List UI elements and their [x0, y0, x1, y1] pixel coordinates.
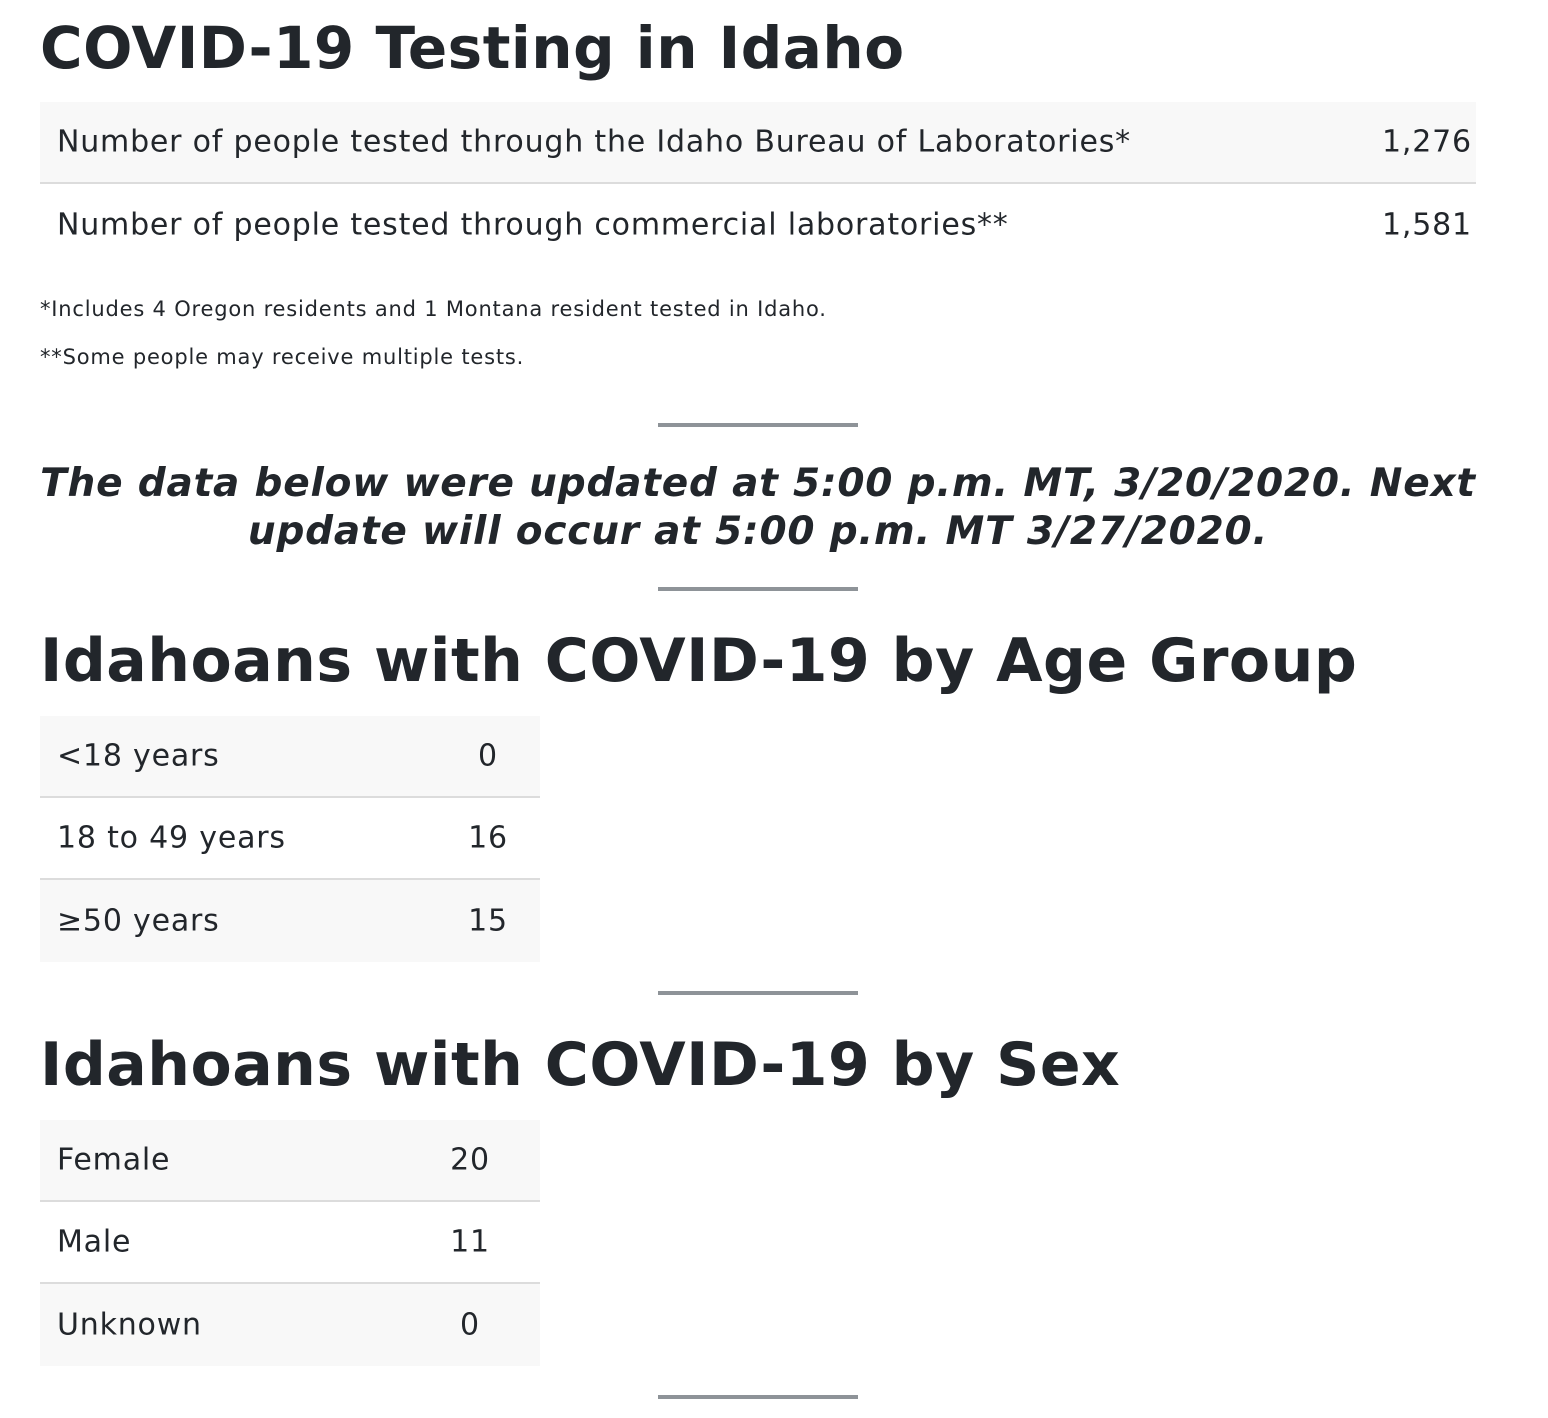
row-value: 1,276 — [1382, 124, 1472, 160]
row-label: ≥50 years — [57, 903, 220, 939]
row-value: 1,581 — [1382, 207, 1472, 243]
row-value: 15 — [468, 903, 508, 939]
age-group-section-title: Idahoans with COVID-19 by Age Group — [40, 626, 1358, 696]
row-value: 0 — [478, 738, 498, 774]
table-row: Number of people tested through the Idah… — [40, 102, 1476, 184]
section-divider — [658, 423, 858, 427]
age-group-table: <18 years 0 18 to 49 years 16 ≥50 years … — [40, 716, 540, 962]
table-row: Male 11 — [40, 1202, 540, 1284]
section-divider — [658, 1395, 858, 1399]
testing-table: Number of people tested through the Idah… — [40, 102, 1476, 266]
table-row: Female 20 — [40, 1120, 540, 1202]
row-value: 16 — [468, 820, 508, 856]
update-notice: The data below were updated at 5:00 p.m.… — [40, 461, 1476, 554]
footnote-multiple-tests: **Some people may receive multiple tests… — [40, 345, 525, 369]
testing-section-title: COVID-19 Testing in Idaho — [40, 14, 905, 82]
row-label: Male — [57, 1224, 132, 1260]
row-label: Female — [57, 1142, 171, 1178]
row-value: 11 — [450, 1224, 490, 1260]
row-label: <18 years — [57, 738, 220, 774]
row-label: Number of people tested through the Idah… — [57, 124, 1131, 160]
table-row: <18 years 0 — [40, 716, 540, 798]
section-divider — [658, 991, 858, 995]
table-row: 18 to 49 years 16 — [40, 798, 540, 880]
table-row: ≥50 years 15 — [40, 880, 540, 962]
table-row: Unknown 0 — [40, 1284, 540, 1366]
table-row: Number of people tested through commerci… — [40, 184, 1476, 266]
section-divider — [658, 587, 858, 591]
sex-section-title: Idahoans with COVID-19 by Sex — [40, 1030, 1121, 1100]
sex-table: Female 20 Male 11 Unknown 0 — [40, 1120, 540, 1366]
row-label: 18 to 49 years — [57, 820, 286, 856]
row-label: Number of people tested through commerci… — [57, 207, 1009, 243]
row-value: 0 — [460, 1307, 480, 1343]
row-label: Unknown — [57, 1307, 202, 1343]
row-value: 20 — [450, 1142, 490, 1178]
footnote-oregon-montana: *Includes 4 Oregon residents and 1 Monta… — [40, 297, 827, 321]
